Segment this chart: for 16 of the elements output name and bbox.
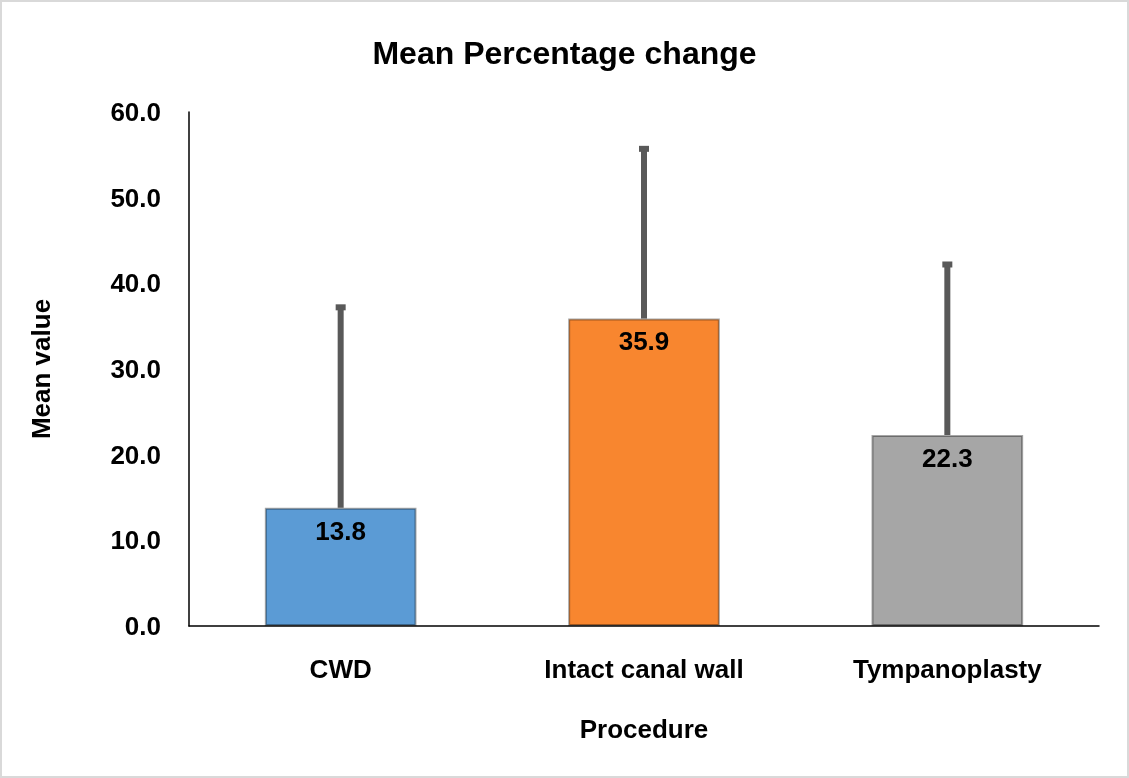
- x-axis-title: Procedure: [579, 714, 709, 744]
- data-label: 35.9: [618, 326, 670, 357]
- x-tick-label: Tympanoplasty: [852, 654, 1043, 684]
- data-label: 13.8: [315, 515, 366, 546]
- x-tick-label: Intact canal wall: [544, 654, 744, 684]
- y-tick-label: 10.0: [110, 525, 161, 556]
- y-tick-label: 20.0: [110, 439, 161, 470]
- y-tick-label: 30.0: [110, 354, 161, 384]
- y-axis-title: Mean value: [26, 298, 56, 440]
- y-tick-label: 50.0: [110, 182, 161, 213]
- y-tick-label: 40.0: [110, 268, 161, 299]
- y-tick-label: 60.0: [110, 97, 161, 127]
- x-tick-label: CWD: [309, 654, 372, 684]
- data-label: 22.3: [922, 442, 973, 473]
- y-tick-label: 0.0: [124, 611, 161, 641]
- chart-title: Mean Percentage change: [372, 35, 757, 71]
